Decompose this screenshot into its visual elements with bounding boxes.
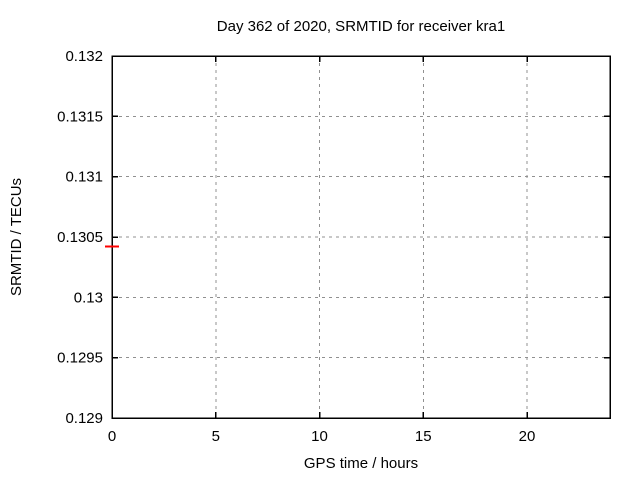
y-tick-label: 0.129 [65,410,103,427]
x-tick-label: 0 [108,428,116,445]
y-tick-label: 0.1305 [57,229,103,246]
y-tick-label: 0.1295 [57,350,103,367]
gridlines [112,56,610,418]
y-tick-label: 0.132 [65,48,103,65]
y-tick-label: 0.131 [65,169,103,186]
plot-border-rect [111,55,611,419]
x-tick-label: 5 [212,428,220,445]
x-tick-label: 10 [311,428,328,445]
y-axis-label: SRMTID / TECUs [8,178,25,296]
y-tick-labels: 0.129 0.1295 0.13 0.1305 0.131 0.1315 0.132 [57,48,103,427]
x-tick-labels: 0 5 10 15 20 [108,428,536,445]
y-tick-label: 0.1315 [57,108,103,125]
y-tick-label: 0.13 [74,289,103,306]
x-tick-label: 15 [415,428,432,445]
x-axis-label: GPS time / hours [304,455,418,472]
x-tick-label: 20 [519,428,536,445]
tick-marks [111,55,610,419]
plot-border [111,55,611,419]
chart-title: Day 362 of 2020, SRMTID for receiver kra… [217,18,505,35]
